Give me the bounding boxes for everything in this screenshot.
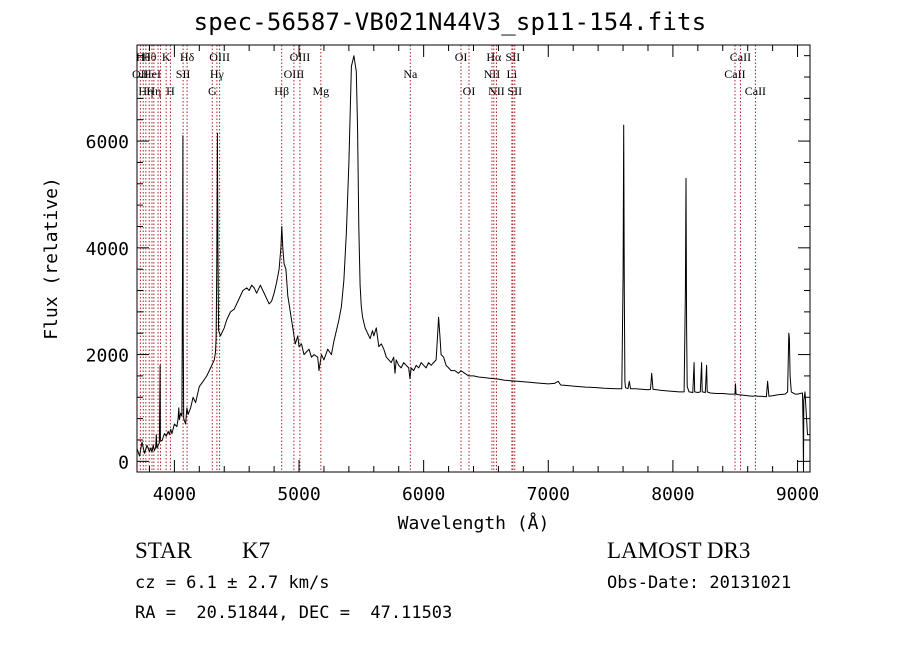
line-label-22: NII (484, 67, 501, 81)
chart-title: spec-56587-VB021N44V3_sp11-154.fits (193, 8, 707, 36)
line-label-0: OII (132, 67, 149, 81)
x-tick-label-5000: 5000 (277, 484, 320, 505)
line-label-4: HeI (143, 67, 161, 81)
x-axis-label: Wavelength (Å) (398, 512, 550, 534)
line-label-30: CaII (745, 84, 766, 98)
line-label-28: CaII (724, 67, 745, 81)
line-label-20: OI (455, 50, 468, 64)
x-tick-label-4000: 4000 (153, 484, 196, 505)
x-tick-label-6000: 6000 (402, 484, 445, 505)
line-label-23: Hα (486, 50, 502, 64)
line-label-21: OI (463, 84, 476, 98)
spectral-line-markers: OIIHθHηHθHeIHηKHSIIHδGHγOIIIHβOIIIOIIIMg… (132, 45, 766, 472)
line-label-3: Hθ (142, 50, 157, 64)
y-tick-label-6000: 6000 (86, 132, 129, 153)
line-label-13: Hγ (210, 67, 225, 81)
line-label-14: OIII (209, 50, 230, 64)
x-tick-label-8000: 8000 (651, 484, 694, 505)
y-tick-label-2000: 2000 (86, 346, 129, 367)
obs-date: Obs-Date: 20131021 (607, 573, 792, 593)
y-axis-label: Flux (relative) (41, 177, 62, 340)
line-label-16: OIII (284, 67, 305, 81)
line-label-24: NII (488, 84, 505, 98)
line-label-15: Hβ (274, 84, 289, 98)
object-subclass: K7 (242, 538, 271, 563)
line-label-26: SII (506, 50, 521, 64)
line-label-5: Hη (146, 84, 161, 98)
survey-name: LAMOST DR3 (607, 538, 751, 563)
line-label-10: SII (176, 67, 191, 81)
line-label-27: SII (507, 84, 522, 98)
line-label-17: OIII (290, 50, 311, 64)
line-label-11: Hδ (180, 50, 195, 64)
line-label-12: G (208, 84, 217, 98)
object-class: STAR (135, 538, 192, 563)
line-label-8: K (162, 50, 171, 64)
line-label-18: Mg (312, 84, 329, 98)
y-tick-label-0: 0 (118, 452, 129, 473)
spectrum-line (136, 55, 810, 473)
line-label-25: Li (507, 67, 518, 81)
x-tick-label-9000: 9000 (776, 484, 819, 505)
coordinates: RA = 20.51844, DEC = 47.11503 (135, 603, 453, 623)
line-label-19: Na (403, 67, 418, 81)
line-label-29: CaII (730, 50, 751, 64)
line-label-9: H (166, 84, 175, 98)
redshift-readout: cz = 6.1 ± 2.7 km/s (135, 573, 330, 593)
x-tick-label-7000: 7000 (527, 484, 570, 505)
plot-frame (136, 44, 811, 473)
y-tick-label-4000: 4000 (86, 239, 129, 260)
line-label-1: Hθ (136, 50, 151, 64)
